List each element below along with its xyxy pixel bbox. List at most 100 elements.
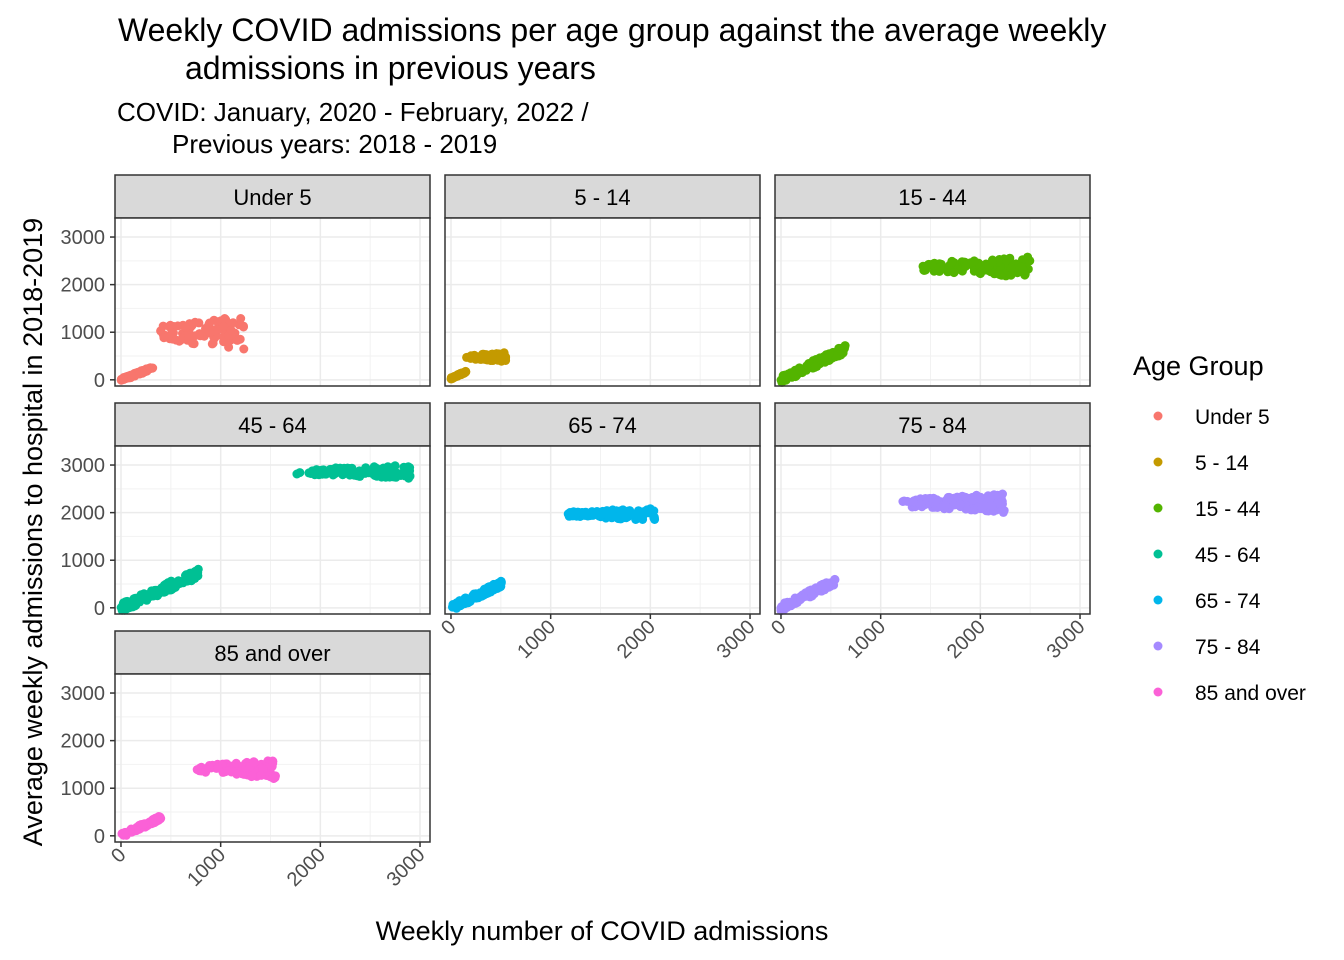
data-point	[138, 820, 148, 829]
data-point	[495, 579, 505, 589]
data-point	[824, 349, 834, 359]
data-point	[226, 325, 236, 335]
data-point	[247, 771, 257, 781]
data-point	[918, 261, 928, 271]
data-point	[830, 575, 840, 585]
data-point	[598, 508, 608, 518]
data-point	[961, 262, 970, 271]
data-point	[898, 497, 908, 506]
chart-subtitle-line-2: Previous years: 2018 - 2019	[172, 129, 497, 159]
data-point	[499, 354, 509, 364]
data-point	[403, 462, 413, 472]
data-point	[360, 468, 370, 478]
legend-label: 85 and over	[1195, 682, 1306, 705]
data-point	[232, 769, 242, 779]
data-point	[968, 495, 978, 505]
data-point	[643, 507, 653, 517]
data-point	[168, 328, 178, 338]
data-point	[192, 765, 202, 775]
data-point	[453, 597, 463, 607]
data-point	[988, 257, 997, 267]
data-point	[961, 493, 971, 503]
data-point	[816, 580, 826, 590]
chart-subtitle-line-1: COVID: January, 2020 - February, 2022 /	[117, 97, 589, 127]
data-point	[398, 469, 408, 479]
data-point	[625, 510, 635, 520]
facet-panel: 5 - 14	[444, 174, 761, 387]
panel-border	[444, 217, 761, 387]
x-tick-label: 1000	[183, 844, 230, 891]
data-point	[780, 599, 790, 609]
data-point	[239, 322, 248, 332]
y-tick-label: 0	[94, 598, 105, 620]
legend-item: 75 - 84	[1153, 636, 1261, 659]
facet-strip-label: 5 - 14	[574, 185, 630, 210]
data-point	[788, 599, 798, 608]
data-point	[336, 465, 346, 475]
legend-label: Under 5	[1195, 406, 1270, 429]
data-point	[1006, 263, 1016, 273]
x-tick-label: 3000	[1043, 616, 1090, 663]
legend-item: 85 and over	[1153, 682, 1306, 705]
data-point	[940, 501, 950, 511]
data-point	[987, 501, 997, 511]
data-point	[256, 770, 266, 780]
legend-key	[1153, 549, 1163, 559]
data-point	[208, 338, 218, 348]
facet-strip-label: 15 - 44	[898, 185, 967, 210]
data-point	[777, 377, 787, 387]
legend-title: Age Group	[1133, 351, 1264, 381]
x-tick-label: 0	[437, 616, 460, 639]
data-point	[454, 369, 464, 379]
panel-border	[444, 445, 761, 615]
data-point	[1017, 262, 1027, 272]
panels: Under 5 0 1000 2000 3000 5 - 14 15 - 44 45 - 64…	[61, 174, 1091, 891]
y-tick-label: 2000	[61, 503, 106, 525]
data-point	[975, 268, 985, 278]
y-axis-label: Average weekly admissions to hospital in…	[18, 218, 48, 846]
series-points	[117, 756, 280, 840]
data-point	[998, 489, 1007, 499]
data-point	[447, 374, 457, 384]
x-tick-label: 3000	[383, 844, 430, 891]
data-point	[182, 576, 192, 586]
legend-label: 75 - 84	[1195, 636, 1261, 659]
data-point	[205, 328, 215, 338]
chart-title-line-2: admissions in previous years	[185, 50, 596, 86]
x-tick-label: 2000	[613, 616, 660, 663]
facet-strip	[774, 174, 1091, 219]
x-tick-label: 0	[767, 616, 790, 639]
data-point	[191, 566, 200, 576]
data-point	[147, 589, 157, 599]
facet-panel: 85 and over 0 1000 2000 3000 0 1000 2000 3000	[61, 630, 431, 891]
y-tick-label: 2000	[61, 731, 106, 753]
data-point	[349, 468, 359, 478]
data-point	[188, 339, 197, 348]
data-point	[949, 268, 959, 278]
y-tick-label: 3000	[61, 683, 106, 705]
panel-background	[115, 218, 430, 386]
series-points	[776, 489, 1009, 616]
data-point	[1018, 255, 1027, 265]
facet-strip-label: 65 - 74	[568, 413, 637, 438]
facet-panel: 45 - 64 0 1000 2000 3000	[61, 402, 431, 620]
data-point	[955, 500, 965, 510]
data-point	[328, 470, 338, 480]
legend-item: 65 - 74	[1153, 590, 1261, 613]
x-tick-label: 1000	[843, 616, 890, 663]
data-point	[995, 270, 1005, 280]
legend-key	[1153, 641, 1163, 651]
data-point	[239, 344, 249, 354]
chart-title-line-1: Weekly COVID admissions per age group ag…	[118, 12, 1106, 48]
facet-panel: 15 - 44	[774, 174, 1091, 387]
facet-strip-label: 75 - 84	[898, 413, 967, 438]
data-point	[650, 515, 660, 524]
data-point	[475, 588, 485, 598]
legend-key	[1153, 411, 1163, 421]
data-point	[116, 375, 126, 385]
data-point	[566, 508, 576, 518]
data-point	[947, 257, 957, 267]
y-tick-label: 1000	[61, 778, 106, 800]
legend-label: 65 - 74	[1195, 590, 1261, 613]
data-point	[224, 766, 234, 775]
